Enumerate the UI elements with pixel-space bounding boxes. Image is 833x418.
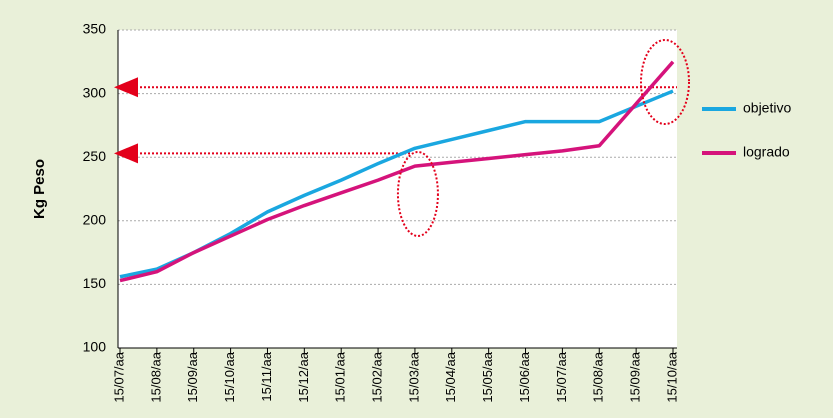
x-tick-label: 15/01/aa [333, 351, 348, 402]
y-tick-label: 300 [83, 84, 107, 100]
x-tick-label: 15/10/aa [222, 351, 237, 402]
x-tick-label: 15/08/aa [148, 351, 163, 402]
legend-label: logrado [743, 144, 790, 160]
x-tick-label: 15/09/aa [628, 351, 643, 402]
x-tick-label: 15/07/aa [111, 351, 126, 402]
y-tick-label: 350 [83, 21, 107, 37]
series-line [119, 60, 675, 283]
legend-label: objetivo [743, 100, 791, 116]
highlight-arrow [114, 143, 138, 164]
y-tick-label: 150 [83, 275, 107, 291]
y-tick-label: 200 [83, 212, 107, 228]
y-tick-label: 100 [83, 339, 107, 355]
x-tick-label: 15/07/aa [554, 351, 569, 402]
highlight-ellipse [640, 39, 690, 125]
x-tick-label: 15/04/aa [443, 351, 458, 402]
y-tick-label: 250 [83, 148, 107, 164]
highlight-ellipse [396, 151, 439, 237]
x-tick-label: 15/02/aa [370, 351, 385, 402]
highlight-arrow [114, 77, 138, 98]
x-tick-label: 15/12/aa [296, 351, 311, 402]
y-axis-title: Kg Peso [31, 159, 48, 219]
x-tick-label: 15/05/aa [480, 351, 495, 402]
x-tick-label: 15/11/aa [259, 351, 274, 401]
x-tick-label: 15/10/aa [664, 351, 679, 402]
x-tick-label: 15/08/aa [591, 351, 606, 402]
x-tick-label: 15/03/aa [406, 351, 421, 402]
x-tick-label: 15/06/aa [517, 351, 532, 402]
x-tick-label: 15/09/aa [185, 351, 200, 402]
